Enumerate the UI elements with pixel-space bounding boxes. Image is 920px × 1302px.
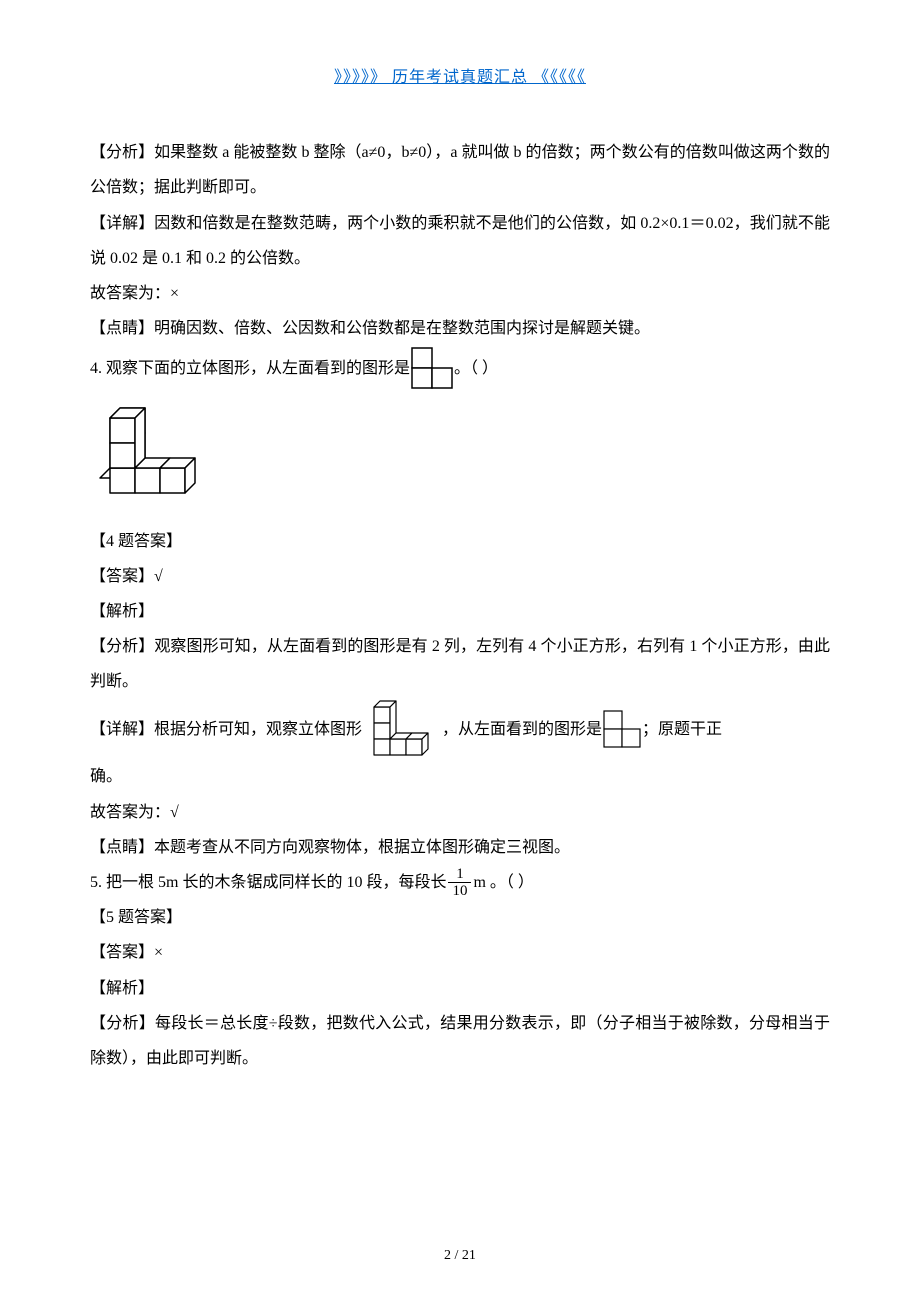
q4-stem-a: 4. 观察下面的立体图形，从左面看到的图形是 <box>90 351 410 386</box>
q4-jiexi: 【解析】 <box>90 594 830 629</box>
q3-detail: 【详解】因数和倍数是在整数范畴，两个小数的乘积就不是他们的公倍数，如 0.2×0… <box>90 206 830 276</box>
q3-tip-text: 明确因数、倍数、公因数和公倍数都是在整数范围内探讨是解题关键。 <box>154 320 650 337</box>
q4-stem: 4. 观察下面的立体图形，从左面看到的图形是 。（ ） <box>90 346 830 390</box>
q4-tip: 【点睛】本题考查从不同方向观察物体，根据立体图形确定三视图。 <box>90 830 830 865</box>
q5-answer-mark: × <box>154 944 163 961</box>
fraction-den: 10 <box>448 883 471 900</box>
q5-analysis-text: 每段长＝总长度÷段数，把数代入公式，结果用分数表示，即（分子相当于被除数，分母相… <box>90 1015 830 1067</box>
q4-detail-a: 根据分析可知，观察立体图形 <box>154 712 362 747</box>
q5-stem: 5. 把一根 5m 长的木条锯成同样长的 10 段，每段长 1 10 m 。（ … <box>90 865 830 900</box>
page-footer: 2 / 21 <box>0 1241 920 1272</box>
q4-stem-b: 。（ ） <box>454 351 498 386</box>
q4-detail-c: ；原题干正 <box>642 712 722 747</box>
q4-answer-label: 【4 题答案】 <box>90 524 830 559</box>
label-analysis: 【分析】 <box>90 1015 155 1032</box>
label-analysis: 【分析】 <box>90 144 154 161</box>
l-shape-small-icon <box>602 709 642 749</box>
q4-tip-text: 本题考查从不同方向观察物体，根据立体图形确定三视图。 <box>154 839 570 856</box>
label-answer: 【答案】 <box>90 944 154 961</box>
q4-answer-mark: √ <box>154 568 163 585</box>
label-answer: 【答案】 <box>90 568 154 585</box>
q3-analysis-text: 如果整数 a 能被整数 b 整除（a≠0，b≠0），a 就叫做 b 的倍数；两个… <box>90 144 830 196</box>
q5-stem-b: m 。（ ） <box>473 865 533 900</box>
q4-detail: 【详解】 根据分析可知，观察立体图形 ，从左面看到的图形是 ；原题干正 <box>90 699 830 759</box>
header-link[interactable]: 》》》》》 历年考试真题汇总 《《《《《 <box>90 60 830 95</box>
q4-3d-figure <box>90 398 830 511</box>
q5-jiexi: 【解析】 <box>90 971 830 1006</box>
l-shape-icon <box>410 346 454 390</box>
q4-analysis-text: 观察图形可知，从左面看到的图形是有 2 列，左列有 4 个小正方形，右列有 1 … <box>90 638 830 690</box>
label-tip: 【点睛】 <box>90 320 154 337</box>
q5-answer: 【答案】× <box>90 935 830 970</box>
document-page: 》》》》》 历年考试真题汇总 《《《《《 【分析】如果整数 a 能被整数 b 整… <box>0 0 920 1302</box>
q5-answer-label: 【5 题答案】 <box>90 900 830 935</box>
cube-small-icon <box>362 699 442 759</box>
q4-detail-b: ，从左面看到的图形是 <box>442 712 602 747</box>
label-tip: 【点睛】 <box>90 839 154 856</box>
q3-tip: 【点睛】明确因数、倍数、公因数和公倍数都是在整数范围内探讨是解题关键。 <box>90 311 830 346</box>
q3-hence: 故答案为：× <box>90 276 830 311</box>
q4-hence: 故答案为：√ <box>90 795 830 830</box>
label-analysis: 【分析】 <box>90 638 154 655</box>
q3-detail-text: 因数和倍数是在整数范畴，两个小数的乘积就不是他们的公倍数，如 0.2×0.1＝0… <box>90 215 830 267</box>
q4-answer: 【答案】√ <box>90 559 830 594</box>
fraction: 1 10 <box>448 866 471 900</box>
fraction-num: 1 <box>448 866 471 884</box>
label-detail: 【详解】 <box>90 215 154 232</box>
q3-analysis: 【分析】如果整数 a 能被整数 b 整除（a≠0，b≠0），a 就叫做 b 的倍… <box>90 135 830 205</box>
q4-detail-d: 确。 <box>90 759 830 794</box>
label-detail: 【详解】 <box>90 712 154 747</box>
q5-stem-a: 5. 把一根 5m 长的木条锯成同样长的 10 段，每段长 <box>90 865 446 900</box>
q5-analysis: 【分析】每段长＝总长度÷段数，把数代入公式，结果用分数表示，即（分子相当于被除数… <box>90 1006 830 1076</box>
q4-analysis: 【分析】观察图形可知，从左面看到的图形是有 2 列，左列有 4 个小正方形，右列… <box>90 629 830 699</box>
